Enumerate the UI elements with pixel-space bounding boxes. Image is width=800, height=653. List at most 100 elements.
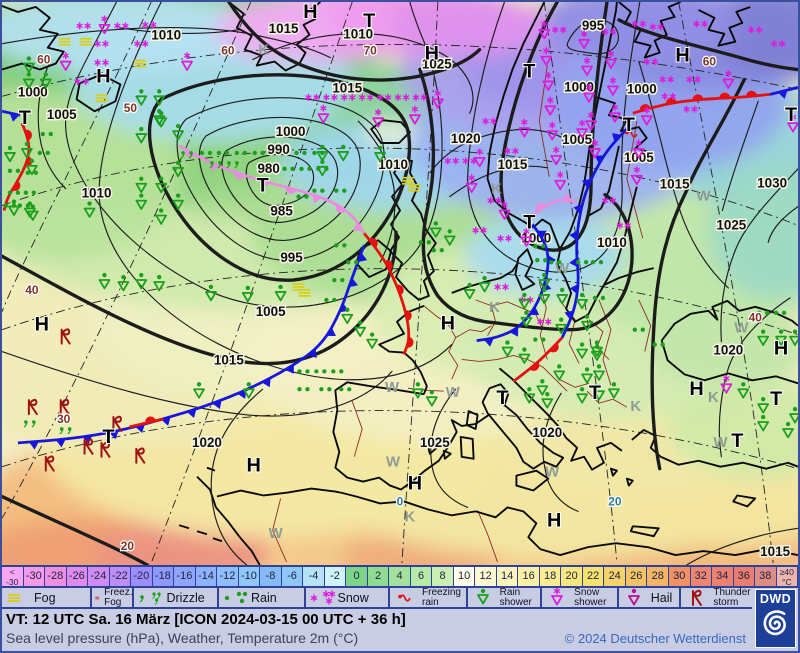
airmass-labels: K K K K K K W W W W W W W W W bbox=[258, 43, 749, 543]
isobar-label: 1000 bbox=[564, 79, 594, 94]
weather-symbol-rs bbox=[26, 204, 39, 221]
graticule-label: 0 bbox=[397, 494, 404, 508]
weather-symbol-ss bbox=[720, 374, 733, 394]
weather-symbol-r2 bbox=[316, 166, 329, 171]
weather-symbol-rs bbox=[593, 364, 605, 381]
weather-symbol-ss bbox=[607, 77, 619, 96]
warm-front bbox=[129, 417, 164, 429]
weather-symbol-rs bbox=[135, 176, 148, 194]
scale-cell: 34 bbox=[712, 567, 734, 586]
weather-map-canvas: 1015 1010 1010 1025 995 1000 1000 1015 1000 1005 1… bbox=[2, 2, 798, 565]
chart-subtitle: Sea level pressure (hPa), Weather, Tempe… bbox=[6, 630, 359, 646]
weather-symbol-r2 bbox=[431, 248, 444, 253]
scale-cell: 2 bbox=[367, 567, 390, 586]
weather-symbol-fog bbox=[58, 37, 71, 46]
legend-item-rain: Rain bbox=[219, 588, 306, 607]
high-pressure-center: H bbox=[689, 378, 703, 400]
occluded-front bbox=[530, 198, 578, 218]
legend-item-hail: Hail bbox=[619, 588, 682, 607]
weather-symbol-rs bbox=[757, 329, 770, 346]
weather-symbol-r2 bbox=[319, 387, 332, 392]
weather-symbol-s2 bbox=[394, 93, 410, 101]
weather-symbol-s2 bbox=[747, 26, 763, 34]
airmass-label: W bbox=[555, 261, 570, 277]
cold-front bbox=[769, 86, 798, 96]
scale-cell: -2 bbox=[324, 567, 347, 586]
scale-cell: 16 bbox=[518, 567, 540, 586]
weather-symbol-s2 bbox=[412, 93, 428, 101]
scale-cell: -18 bbox=[152, 567, 175, 586]
weather-symbol-r2 bbox=[312, 150, 325, 156]
weather-symbol-r2 bbox=[334, 188, 347, 193]
weather-symbol-s2 bbox=[94, 59, 109, 66]
weather-symbol-r2 bbox=[17, 203, 31, 208]
weather-symbol-rs bbox=[555, 317, 568, 335]
weather-symbol-ss bbox=[583, 84, 595, 103]
scale-cell: 10 bbox=[453, 567, 476, 586]
low-pressure-center: T bbox=[257, 175, 269, 197]
weather-symbol-ts bbox=[59, 398, 70, 416]
isobar-label: 1025 bbox=[716, 217, 746, 232]
weather-symbol-r2 bbox=[234, 150, 247, 156]
scale-cell-max: ≥40 °C bbox=[776, 567, 798, 586]
weather-symbol-r2 bbox=[632, 327, 645, 332]
weather-symbol-rs bbox=[443, 229, 456, 246]
warm-front bbox=[632, 92, 771, 115]
low-pressure-center: T bbox=[589, 382, 601, 404]
weather-symbol-rs bbox=[576, 342, 588, 359]
hail-icon bbox=[627, 588, 640, 605]
copyright-text: © 2024 Deutscher Wetterdienst bbox=[564, 631, 746, 646]
weather-symbol-r2 bbox=[575, 259, 589, 265]
scale-cell: 14 bbox=[496, 567, 519, 586]
weather-symbol-rs bbox=[135, 193, 148, 210]
legend-label: Freez. Fog bbox=[104, 587, 133, 608]
chart-subtitle-row: Sea level pressure (hPa), Weather, Tempe… bbox=[2, 629, 798, 650]
weather-symbol-r2 bbox=[312, 188, 325, 193]
weather-symbol-r2 bbox=[590, 259, 604, 265]
weather-symbol-s2 bbox=[376, 93, 392, 101]
legend-item-sshower: Snow shower bbox=[542, 587, 619, 608]
weather-symbol-r2 bbox=[7, 190, 21, 195]
legend-label: Rain shower bbox=[499, 587, 532, 608]
weather-symbol-s2 bbox=[114, 22, 129, 30]
weather-symbol-s2 bbox=[134, 40, 149, 48]
isobar-label: 1010 bbox=[151, 28, 181, 43]
scale-cell: 24 bbox=[604, 567, 626, 586]
warm-front bbox=[512, 336, 564, 383]
isobar-label: 1010 bbox=[343, 27, 373, 42]
weather-symbol-r2 bbox=[314, 369, 327, 374]
low-pressure-center: T bbox=[19, 107, 31, 129]
weather-symbol-s2 bbox=[686, 76, 701, 83]
weather-symbol-rs bbox=[538, 287, 551, 305]
low-pressure-center: T bbox=[523, 211, 535, 233]
weather-symbol-rs bbox=[520, 310, 533, 328]
weather-symbol-s2 bbox=[305, 93, 320, 101]
graticule-label: 20 bbox=[608, 494, 622, 508]
weather-symbol-s2 bbox=[358, 93, 374, 101]
low-pressure-center: T bbox=[102, 426, 114, 448]
weather-symbol-r2 bbox=[334, 243, 347, 248]
weather-symbol-ss bbox=[554, 171, 567, 191]
weather-symbol-ss bbox=[538, 20, 551, 40]
weather-symbol-rs bbox=[757, 396, 770, 414]
isobar-label: 1000 bbox=[18, 84, 48, 99]
dwd-spiral-icon bbox=[763, 610, 786, 636]
scale-cell: 36 bbox=[733, 567, 756, 586]
weather-symbol-ss bbox=[605, 50, 617, 69]
weather-symbol-fog bbox=[134, 59, 147, 68]
isobar-label: 1015 bbox=[498, 157, 528, 172]
scale-cell: -10 bbox=[238, 567, 261, 586]
legend-label: Snow bbox=[337, 590, 369, 605]
weather-symbol-rs bbox=[155, 176, 168, 194]
legend-label: Snow shower bbox=[574, 587, 607, 608]
weather-symbol-r2 bbox=[331, 369, 344, 374]
scale-cell: 28 bbox=[647, 567, 669, 586]
weather-symbol-rs bbox=[193, 382, 205, 399]
graticule-label: 20 bbox=[121, 539, 135, 553]
weather-symbol-ts bbox=[100, 441, 111, 458]
graticule-label: 40 bbox=[25, 283, 39, 297]
scale-cell: -20 bbox=[131, 567, 153, 586]
low-pressure-center: T bbox=[785, 104, 797, 126]
weather-symbol-s2 bbox=[601, 197, 617, 204]
